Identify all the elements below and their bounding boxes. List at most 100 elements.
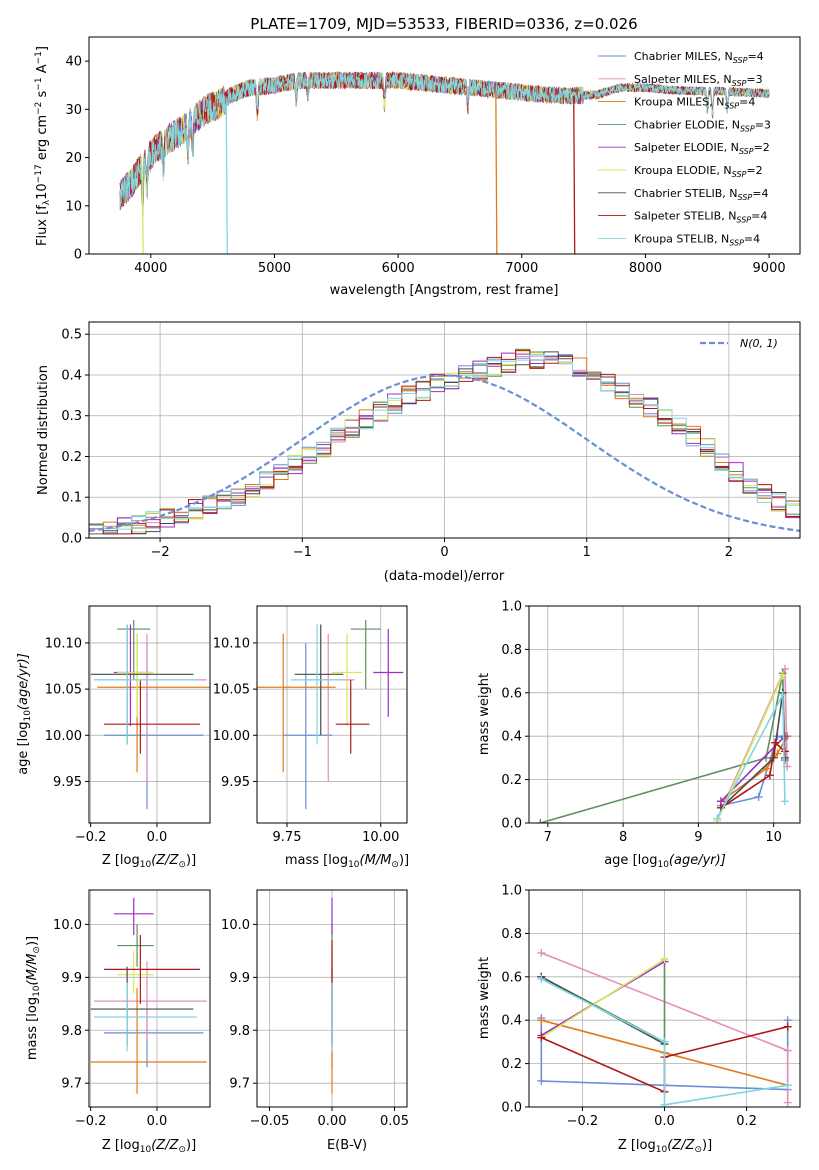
y-tick-label: 10.0 <box>53 918 82 933</box>
age-mass-xlabel: mass [log10(M/M⊙)] <box>285 853 409 870</box>
errorbar-point <box>283 642 332 810</box>
weight-marker <box>778 671 787 680</box>
x-tick-label: −2 <box>151 545 170 560</box>
errorbar-point <box>290 624 344 745</box>
plot-content <box>90 619 210 810</box>
y-tick-label: 0.8 <box>501 643 522 658</box>
x-tick-label: 0.00 <box>318 1114 347 1129</box>
x-tick-label: 0.05 <box>380 1114 409 1129</box>
y-tick-label: 10.05 <box>213 683 250 698</box>
errorbar-point <box>117 950 154 994</box>
grid <box>89 606 210 823</box>
grid <box>89 890 210 1107</box>
y-tick-label: 0.2 <box>501 773 522 788</box>
errorbar-point <box>113 624 151 727</box>
spectrum-dropout <box>141 166 144 254</box>
age-z-ylabel: age [log10(age/yr)] <box>16 653 33 775</box>
plot-content <box>89 348 800 538</box>
x-tick-label: 5000 <box>258 261 291 276</box>
histogram-series-3 <box>89 348 800 538</box>
y-tick-label: 0.2 <box>501 1057 522 1072</box>
y-tick-label: 0.4 <box>501 730 522 745</box>
spectrum-plot-area: 4000 5000 6000 7000 8000 9000 0 10 20 30 40 <box>65 36 801 276</box>
legend-entry: Kroupa MILES, NSSP=4 <box>634 96 755 111</box>
y-tick-label: 10.00 <box>213 729 250 744</box>
histogram-legend: N(0, 1) <box>700 337 778 350</box>
legend-entry: Chabrier MILES, NSSP=4 <box>634 50 764 65</box>
y-tick-label: 9.8 <box>61 1024 82 1039</box>
histogram-plot-area: −2 −1 0 1 2 0.0 0.1 0.2 0.3 0.4 0.5 <box>61 321 801 560</box>
axes-frame <box>88 889 211 1108</box>
y-tick-label: 0.0 <box>501 1101 522 1116</box>
spectrum-ylabel: Flux [fλ10−17 erg cm−2 s−1 A−1] <box>34 46 52 246</box>
y-tick-label: 0.1 <box>61 491 82 506</box>
mass-z-xlabel: Z [log10(Z/Z⊙)] <box>102 1138 196 1155</box>
weight-marker <box>771 738 780 747</box>
weight-z-ylabel: mass weight <box>477 957 492 1039</box>
x-tick-label: 7 <box>544 830 552 845</box>
weight-marker <box>780 747 789 756</box>
weight-marker <box>780 664 789 673</box>
mass-ebv-plot-area: −0.05 0.00 0.05 9.7 9.8 9.9 10.0 <box>221 889 409 1129</box>
age-vs-metallicity-panel: −0.2 0.0 9.95 10.00 10.05 10.10 Z [log10(Z/Z⊙… <box>16 605 211 870</box>
y-tick-label: 9.95 <box>221 775 250 790</box>
x-tick-label: 0.2 <box>736 1114 757 1129</box>
weight-marker <box>713 814 722 823</box>
x-tick-label: −0.05 <box>250 1114 290 1129</box>
legend-entry: Chabrier STELIB, NSSP=4 <box>634 187 768 202</box>
weight-series-5 <box>540 958 665 1039</box>
weight-age-ylabel: mass weight <box>477 673 492 755</box>
plot-content <box>257 619 404 810</box>
histogram-series-7 <box>89 349 800 538</box>
weight-marker <box>537 1076 546 1085</box>
legend-entry: Salpeter STELIB, NSSP=4 <box>634 210 767 225</box>
y-tick-label: 10.0 <box>221 918 250 933</box>
errorbar-point <box>93 982 197 1052</box>
x-tick-label: −1 <box>293 545 312 560</box>
errorbar-point <box>97 633 210 773</box>
y-tick-label: 10.05 <box>45 683 82 698</box>
y-tick-label: 0 <box>74 248 82 263</box>
errorbar-point <box>332 633 362 727</box>
x-tick-label: 8 <box>619 830 627 845</box>
errorbar-point <box>117 633 154 717</box>
legend-entry: Salpeter ELODIE, NSSP=2 <box>634 141 770 156</box>
errorbar-point <box>93 624 197 745</box>
weight-marker <box>536 819 545 823</box>
y-tick-label: 9.9 <box>61 971 82 986</box>
y-tick-label: 9.95 <box>53 775 82 790</box>
x-tick-label: 0 <box>440 545 448 560</box>
weight-marker <box>780 797 789 806</box>
y-tick-label: 9.9 <box>229 971 250 986</box>
weight-age-xlabel: age [log10(age/yr)] <box>604 853 726 870</box>
axes-frame <box>88 36 801 255</box>
y-tick-label: 0.5 <box>61 328 82 343</box>
weight-z-xlabel: Z [log10(Z/Z⊙)] <box>618 1138 712 1155</box>
x-tick-label: 0.0 <box>654 1114 675 1129</box>
weight-marker <box>660 955 669 964</box>
x-tick-label: −0.2 <box>75 1114 107 1129</box>
y-tick-label: 0.4 <box>61 368 82 383</box>
y-tick-label: 9.7 <box>61 1077 82 1092</box>
spectrum-dropout <box>225 98 228 254</box>
x-tick-label: 10.00 <box>362 830 399 845</box>
weight-marker <box>537 974 546 983</box>
errorbar-point <box>335 679 370 754</box>
x-tick-label: −0.2 <box>567 1114 599 1129</box>
x-tick-label: 6000 <box>382 261 415 276</box>
errorbar-point <box>103 934 201 1004</box>
y-tick-label: 0.4 <box>501 1014 522 1029</box>
errorbar-point <box>113 897 154 935</box>
plot-content <box>537 948 792 1107</box>
x-tick-label: 0.0 <box>147 1114 168 1129</box>
legend-entry: Salpeter MILES, NSSP=3 <box>634 73 763 88</box>
weight-marker <box>783 1081 792 1090</box>
spectrum-dropout <box>495 89 498 254</box>
x-tick-label: 9.75 <box>273 830 302 845</box>
axes-frame <box>88 321 801 539</box>
x-tick-label: 9000 <box>753 261 786 276</box>
y-tick-label: 0.8 <box>501 927 522 942</box>
weight-marker <box>765 771 774 780</box>
y-tick-label: 10.10 <box>213 636 250 651</box>
grid <box>529 605 800 824</box>
